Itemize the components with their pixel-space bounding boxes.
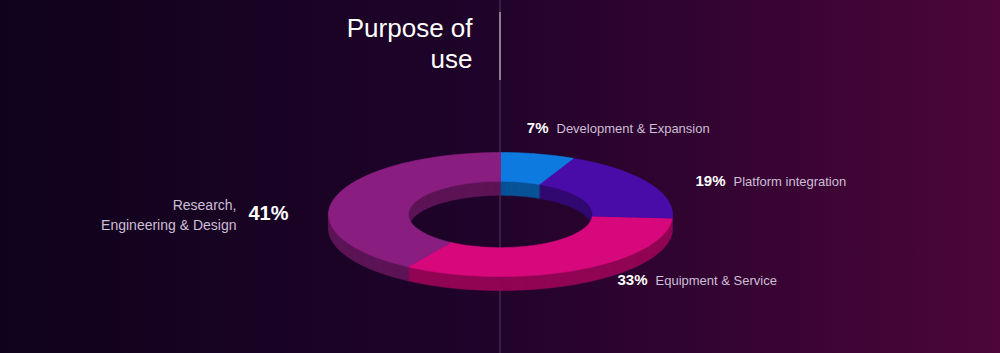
svg-text:41%: 41% [249,202,289,224]
svg-text:Research,Engineering & Design: Research,Engineering & Design [101,197,236,233]
svg-text:33%: 33% [617,271,647,288]
svg-text:7%: 7% [527,119,549,136]
svg-text:Platform integration: Platform integration [734,174,847,189]
svg-text:Equipment & Service: Equipment & Service [656,273,777,288]
svg-text:Purpose ofuse: Purpose ofuse [347,13,474,74]
svg-text:19%: 19% [695,172,725,189]
svg-text:Development & Expansion: Development & Expansion [557,121,710,136]
